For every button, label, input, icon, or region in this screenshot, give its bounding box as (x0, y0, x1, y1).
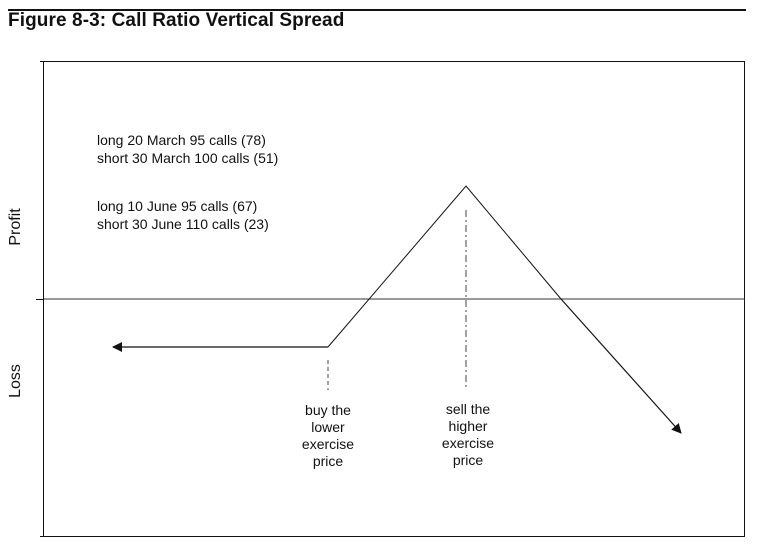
higher-annotation-line-1: sell the (445, 401, 491, 417)
position-line-1: long 20 March 95 calls (78) (97, 132, 266, 148)
higher-annotation-line-4: price (452, 452, 484, 468)
frame-tick-bottom (40, 536, 45, 537)
top-rule (8, 9, 746, 11)
payoff-peak-line (327, 185, 562, 348)
position-line-2: short 30 March 100 calls (51) (97, 150, 279, 166)
lower-annotation-line-4: price (312, 453, 344, 469)
lower-strike-annotation: buy the lower exercise price (293, 402, 363, 470)
payoff-right-arrow (560, 298, 682, 434)
figure-title: Figure 8-3: Call Ratio Vertical Spread (8, 10, 345, 31)
lower-annotation-line-1: buy the (305, 402, 351, 418)
position-line-4: short 30 June 110 calls (23) (97, 216, 269, 232)
zero-tick (36, 299, 44, 300)
lower-annotation-line-2: lower (311, 419, 345, 435)
higher-strike-annotation: sell the higher exercise price (433, 401, 503, 469)
lower-annotation-line-3: exercise (301, 436, 355, 452)
frame-tick-top (40, 61, 45, 62)
higher-annotation-line-2: higher (448, 418, 488, 434)
position-line-3: long 10 June 95 calls (67) (97, 198, 258, 214)
higher-annotation-line-3: exercise (441, 435, 495, 451)
